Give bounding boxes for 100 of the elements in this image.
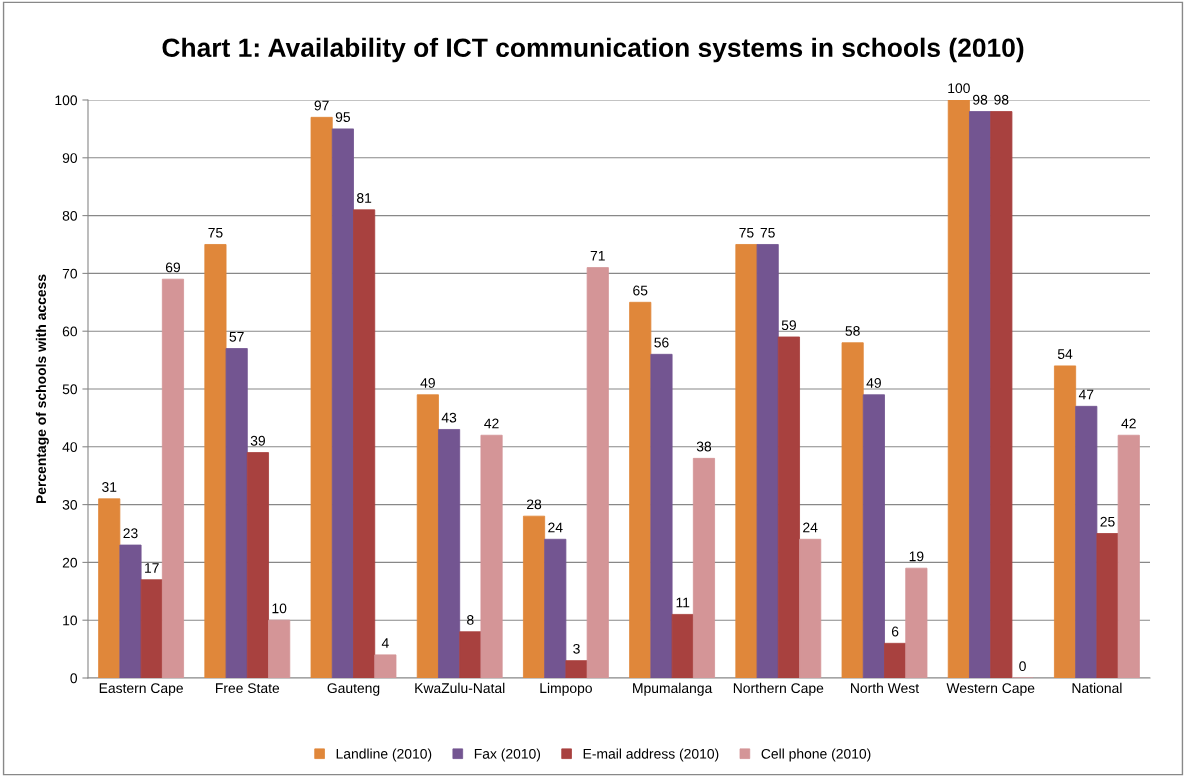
legend-label: E-mail address (2010) [583, 748, 719, 762]
data-label: 47 [1078, 389, 1094, 400]
data-label: 49 [420, 378, 435, 388]
data-label: 56 [654, 337, 669, 348]
x-tick-label: Gauteng [327, 683, 380, 696]
y-tick-label: 50 [62, 384, 78, 395]
bar [586, 267, 609, 678]
bar [862, 394, 885, 678]
bar [140, 579, 163, 678]
data-label: 8 [467, 615, 474, 625]
bar [353, 209, 376, 678]
data-label: 75 [208, 227, 223, 238]
data-label: 39 [250, 435, 265, 446]
data-label: 4 [381, 638, 389, 648]
bar [331, 128, 354, 678]
bar [119, 544, 142, 678]
data-label: 59 [781, 320, 796, 331]
bar [756, 244, 779, 678]
bar [692, 457, 715, 678]
y-tick-label: 40 [62, 442, 78, 452]
data-label: 98 [994, 94, 1009, 105]
bar [884, 642, 907, 678]
bar [799, 538, 822, 678]
x-tick-label: Eastern Cape [99, 683, 183, 696]
bar [1096, 533, 1119, 678]
x-tick-label: KwaZulu-Natal [415, 682, 505, 694]
data-label: 95 [335, 112, 351, 122]
data-label: 23 [123, 528, 138, 539]
data-label: 10 [272, 603, 287, 614]
data-label: 24 [548, 522, 563, 533]
data-label: 69 [165, 262, 181, 273]
bar [544, 538, 567, 678]
bar [523, 515, 546, 678]
bar [480, 434, 503, 678]
data-label: 42 [484, 418, 499, 429]
y-axis-title: Percentage of schools with access [35, 274, 49, 504]
y-tick-label: 80 [62, 210, 78, 221]
bar [438, 429, 461, 678]
bar [310, 116, 333, 678]
chart-title: Chart 1: Availability of ICT communication systems in schools (2010) [162, 37, 1024, 63]
bar [565, 660, 588, 678]
bar [671, 614, 694, 678]
data-label: 28 [527, 499, 542, 510]
y-tick-label: 10 [63, 615, 78, 626]
bar [374, 654, 397, 678]
legend-label: Fax (2010) [474, 748, 541, 762]
data-label: 57 [229, 331, 244, 342]
x-tick-label: Limpopo [540, 682, 592, 696]
data-label: 42 [1121, 418, 1136, 429]
data-label: 43 [441, 412, 457, 423]
bar [735, 244, 758, 678]
data-label: 11 [676, 597, 690, 608]
data-label: 31 [102, 482, 117, 492]
bar [1075, 405, 1098, 678]
data-label: 0 [1019, 661, 1026, 672]
data-label: 6 [891, 626, 899, 637]
bar [947, 100, 970, 678]
data-label: 58 [845, 326, 860, 336]
data-label: 38 [696, 441, 712, 452]
data-label: 25 [1100, 516, 1115, 527]
bar [990, 111, 1013, 678]
data-label: 98 [973, 94, 988, 105]
bar [459, 631, 482, 678]
data-label: 81 [357, 193, 372, 203]
x-tick-label: Free State [216, 683, 280, 694]
data-label: 3 [573, 643, 580, 654]
bar [650, 353, 673, 678]
data-label: 49 [866, 378, 881, 388]
data-label: 97 [314, 100, 329, 111]
bar [969, 111, 992, 678]
bar [268, 619, 291, 678]
bar [1054, 365, 1077, 678]
bar [204, 244, 227, 678]
bar [225, 348, 248, 678]
legend-label: Cell phone (2010) [761, 748, 871, 762]
data-label: 54 [1057, 349, 1073, 359]
y-tick-label: 70 [62, 268, 78, 279]
y-tick-label: 60 [62, 326, 78, 337]
data-label: 17 [145, 563, 159, 573]
y-tick-label: 30 [62, 499, 78, 510]
legend-label: Landline (2010) [336, 748, 432, 762]
bar [905, 567, 928, 678]
data-label: 71 [590, 251, 605, 261]
data-label: 24 [803, 522, 818, 533]
y-tick-label: 20 [62, 557, 78, 568]
data-label: 100 [948, 83, 970, 94]
x-tick-label: North West [851, 682, 920, 694]
x-tick-label: Western Cape [946, 683, 1035, 696]
bar [416, 394, 439, 678]
x-tick-label: Mpumalanga [633, 682, 713, 696]
bar [98, 498, 121, 678]
bar [629, 301, 652, 678]
data-label: 75 [760, 227, 775, 238]
bar [777, 336, 800, 678]
y-tick-label: 90 [62, 153, 78, 163]
bar [161, 278, 184, 678]
x-tick-label: Northern Cape [733, 682, 824, 696]
y-tick-label: 100 [55, 95, 78, 106]
x-tick-label: National [1072, 682, 1122, 694]
bar [1117, 434, 1140, 678]
